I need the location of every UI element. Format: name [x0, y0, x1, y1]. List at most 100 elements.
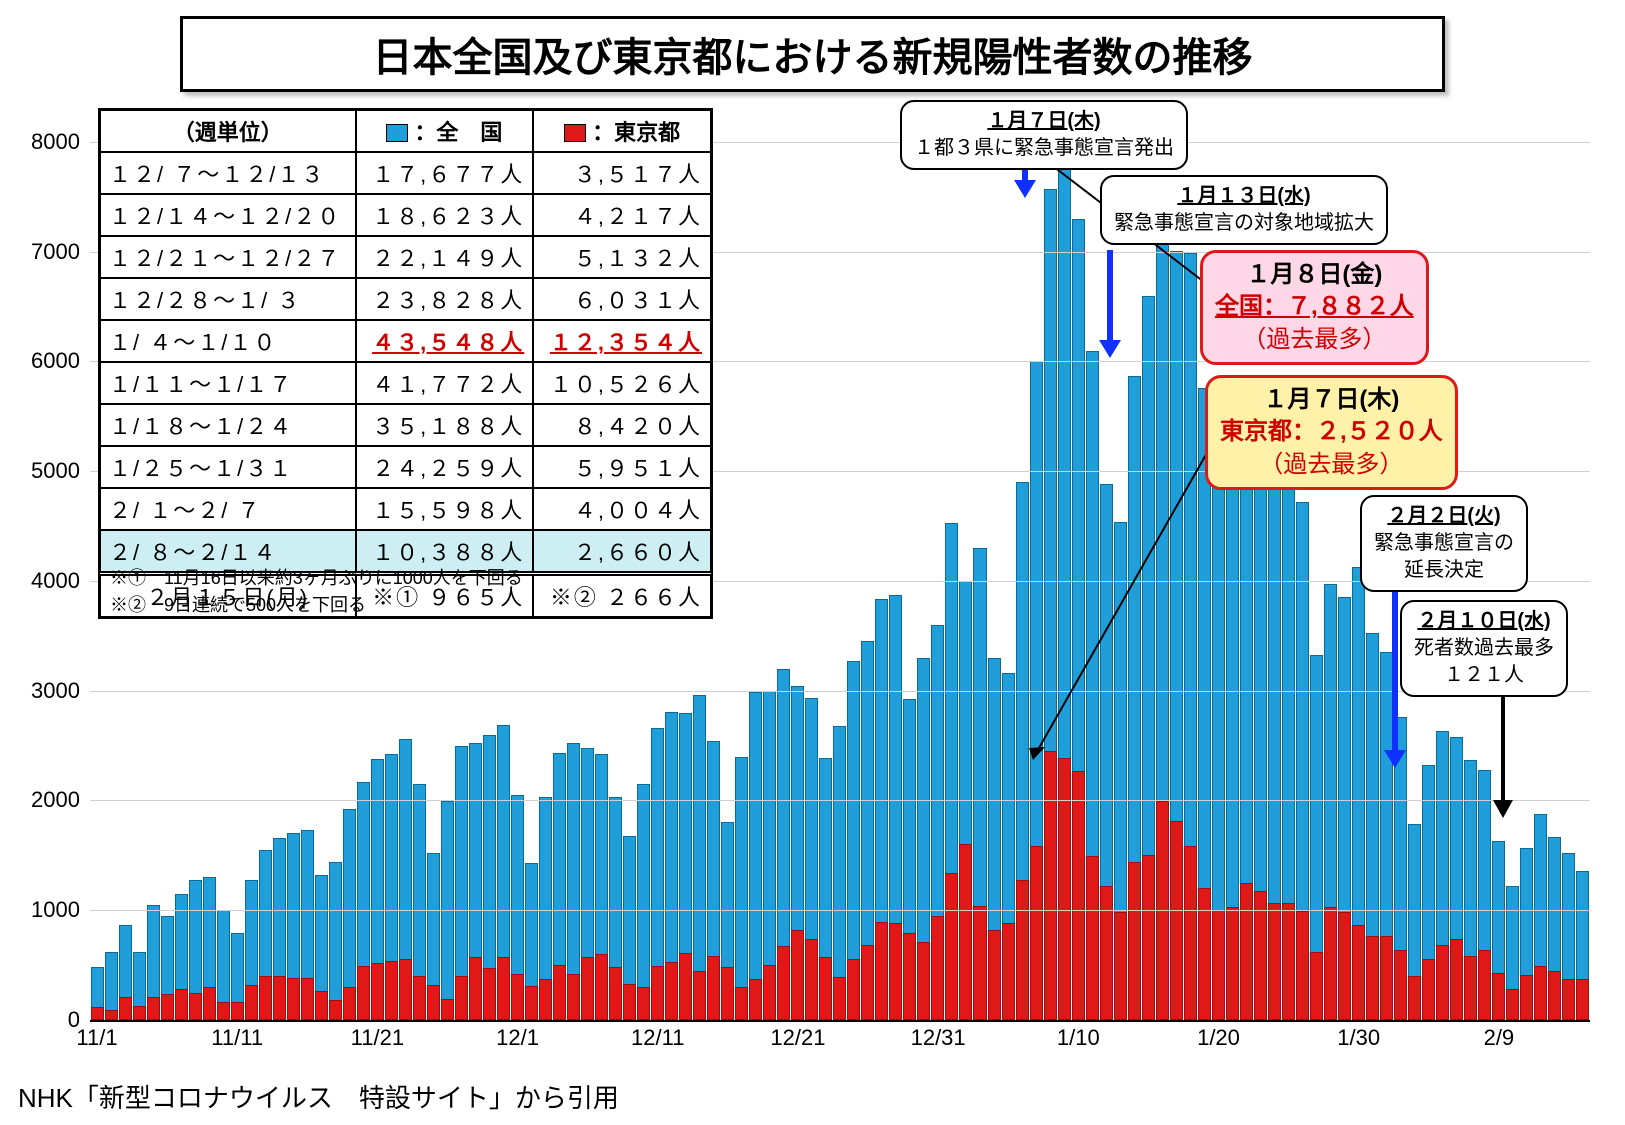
bar-national: [735, 757, 748, 1020]
bar-tokyo: [1436, 945, 1449, 1020]
y-tick-label: 3000: [10, 678, 80, 704]
weekly-data-table: （週単位） ：全 国 ：東京都 １２/ ７〜１２/１３１７,６７７人３,５１７人…: [98, 108, 713, 619]
bar-tokyo: [287, 978, 300, 1020]
bar-tokyo: [875, 922, 888, 1020]
bar-tokyo: [315, 991, 328, 1020]
bar-tokyo: [679, 953, 692, 1020]
x-tick-label: 2/9: [1484, 1025, 1515, 1051]
bar-tokyo: [1534, 966, 1547, 1020]
bar-tokyo: [133, 1006, 146, 1020]
bar-tokyo: [1212, 910, 1225, 1020]
y-tick-label: 4000: [10, 568, 80, 594]
footnotes: ※① 11月16日以来約3ヶ月ぶりに1000人を下回る ※② 9日連続で500人…: [110, 565, 523, 619]
bar-tokyo: [1464, 956, 1477, 1020]
table-row: １/２５〜１/３１２４,２５９人５,９５１人: [100, 446, 711, 488]
bar-tokyo: [1492, 973, 1505, 1020]
bar-tokyo: [1408, 976, 1421, 1020]
bar-tokyo: [1422, 959, 1435, 1020]
bar-tokyo: [1366, 936, 1379, 1021]
bar-national: [749, 692, 762, 1020]
bar-tokyo: [847, 959, 860, 1020]
bar-slot: [805, 120, 818, 1020]
bar-tokyo: [1338, 912, 1351, 1020]
table-row: １/１１〜１/１７４１,７７２人１０,５２６人: [100, 362, 711, 404]
bar-tokyo: [399, 959, 412, 1020]
bar-tokyo: [1310, 952, 1323, 1020]
table-row: ２/ １〜２/ ７１５,５９８人４,００４人: [100, 488, 711, 530]
table-row: １２/２８〜１/ ３２３,８２８人６,０３１人: [100, 278, 711, 320]
bar-slot: [875, 120, 888, 1020]
callout-jan8-national: １月８日(金) 全国：７,８８２人 （過去最多）: [1200, 250, 1429, 365]
bar-tokyo: [1002, 923, 1015, 1020]
bar-tokyo: [301, 978, 314, 1020]
bar-slot: [847, 120, 860, 1020]
bar-tokyo: [988, 930, 1001, 1020]
bar-tokyo: [343, 987, 356, 1020]
bar-tokyo: [1324, 907, 1337, 1020]
bar-tokyo: [413, 976, 426, 1020]
bar-tokyo: [693, 971, 706, 1020]
bar-tokyo: [1268, 903, 1281, 1020]
bar-tokyo: [707, 956, 720, 1020]
bar-tokyo: [385, 961, 398, 1020]
bar-tokyo: [203, 987, 216, 1020]
bar-tokyo: [959, 844, 972, 1020]
bar-tokyo: [721, 967, 734, 1020]
bar-tokyo: [329, 1000, 342, 1020]
bar-slot: [777, 120, 790, 1020]
bar-tokyo: [1170, 821, 1183, 1020]
bar-slot: [763, 120, 776, 1020]
bar-tokyo: [889, 923, 902, 1020]
bar-tokyo: [1128, 862, 1141, 1020]
bar-slot: [721, 120, 734, 1020]
bar-tokyo: [273, 976, 286, 1020]
bar-slot: [735, 120, 748, 1020]
callout-jan7: １月７日(木) １都３県に緊急事態宣言発出: [900, 100, 1188, 170]
y-tick-label: 7000: [10, 239, 80, 265]
bar-tokyo: [1198, 888, 1211, 1020]
bar-tokyo: [1142, 855, 1155, 1020]
bar-tokyo: [1282, 903, 1295, 1020]
bar-tokyo: [1058, 758, 1071, 1020]
bar-tokyo: [511, 974, 524, 1020]
bar-tokyo: [777, 946, 790, 1020]
y-tick-label: 0: [10, 1007, 80, 1033]
bar-tokyo: [973, 906, 986, 1020]
x-tick-label: 11/11: [211, 1025, 263, 1051]
bar-tokyo: [861, 945, 874, 1020]
bar-tokyo: [1086, 856, 1099, 1020]
table-row: １２/１４〜１２/２０１８,６２３人４,２１７人: [100, 194, 711, 236]
bar-tokyo: [1506, 989, 1519, 1020]
bar-slot: [889, 120, 902, 1020]
bar-slot: [791, 120, 804, 1020]
bar-slot: [861, 120, 874, 1020]
page-title: 日本全国及び東京都における新規陽性者数の推移: [180, 16, 1445, 92]
bar-tokyo: [371, 963, 384, 1020]
bar-slot: [973, 120, 986, 1020]
bar-tokyo: [749, 979, 762, 1020]
bar-national: [329, 862, 342, 1020]
bar-tokyo: [525, 986, 538, 1020]
bar-tokyo: [105, 1010, 118, 1020]
bar-tokyo: [175, 989, 188, 1020]
table-row: １/１８〜１/２４３５,１８８人８,４２０人: [100, 404, 711, 446]
bar-tokyo: [931, 916, 944, 1020]
arrow-feb10-icon: [1488, 690, 1518, 820]
bar-tokyo: [609, 967, 622, 1020]
bar-slot: [931, 120, 944, 1020]
bar-tokyo: [1520, 975, 1533, 1020]
table-row: １２/ ７〜１２/１３１７,６７７人３,５１７人: [100, 152, 711, 194]
bar-tokyo: [357, 966, 370, 1020]
x-tick-label: 11/1: [76, 1025, 117, 1051]
bar-tokyo: [483, 968, 496, 1020]
bar-tokyo: [231, 1002, 244, 1020]
x-tick-label: 12/11: [631, 1025, 684, 1051]
bar-tokyo: [1450, 939, 1463, 1020]
bar-tokyo: [455, 976, 468, 1020]
bar-tokyo: [91, 1007, 104, 1020]
callout-feb10: ２月１０日(水) 死者数過去最多 １２１人: [1400, 600, 1568, 697]
bar-tokyo: [1562, 979, 1575, 1020]
bar-tokyo: [1240, 883, 1253, 1020]
x-tick-label: 1/10: [1057, 1025, 1100, 1051]
table-header: （週単位） ：全 国 ：東京都: [100, 110, 711, 152]
